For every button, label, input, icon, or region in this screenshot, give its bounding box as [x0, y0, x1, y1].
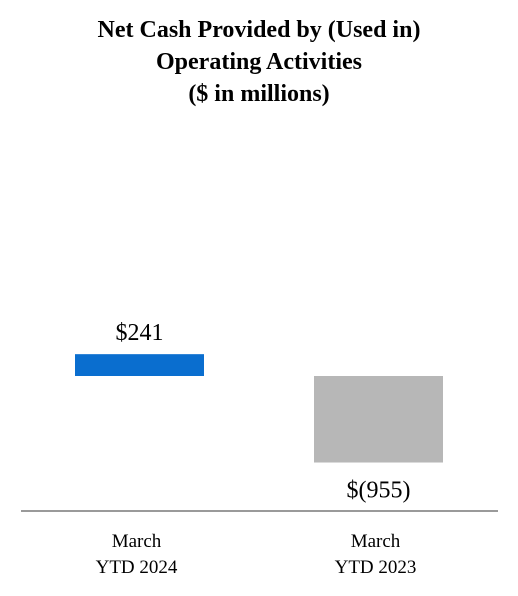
x-tick-label-2024-line-1: March [112, 531, 162, 552]
chart-title-line-2: Operating Activities [156, 49, 362, 75]
chart-title-line-3: ($ in millions) [188, 81, 330, 107]
bar-march-ytd-2024 [75, 354, 204, 376]
chart-title-line-1: Net Cash Provided by (Used in) [97, 17, 421, 43]
x-tick-label-2023-line-2: YTD 2023 [335, 557, 417, 578]
data-label-march-ytd-2023: $(955) [347, 478, 411, 504]
chart-title: Net Cash Provided by (Used in) Operating… [0, 14, 518, 110]
bar-march-ytd-2023 [314, 376, 443, 463]
x-tick-label-2024-line-2: YTD 2024 [96, 557, 178, 578]
data-label-march-ytd-2024: $241 [116, 320, 164, 346]
x-tick-label-2023-line-1: March [351, 531, 401, 552]
